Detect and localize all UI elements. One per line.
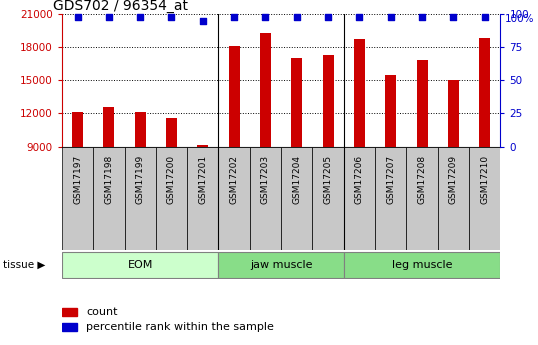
- Point: [167, 14, 176, 20]
- Point: [324, 14, 332, 20]
- Bar: [344, 252, 500, 278]
- Text: GDS702 / 96354_at: GDS702 / 96354_at: [53, 0, 188, 13]
- Bar: [124, 147, 156, 250]
- Text: leg muscle: leg muscle: [392, 260, 452, 270]
- Text: GSM17210: GSM17210: [480, 155, 489, 204]
- Bar: [448, 80, 459, 147]
- Bar: [416, 60, 428, 147]
- Point: [480, 14, 489, 20]
- Bar: [385, 75, 396, 147]
- Point: [449, 14, 458, 20]
- Text: EOM: EOM: [128, 260, 153, 270]
- Bar: [62, 252, 218, 278]
- Bar: [375, 147, 406, 250]
- Point: [355, 14, 364, 20]
- Bar: [354, 39, 365, 147]
- Bar: [134, 112, 146, 147]
- Bar: [62, 308, 77, 316]
- Text: GSM17203: GSM17203: [261, 155, 270, 204]
- Bar: [469, 147, 500, 250]
- Bar: [166, 118, 177, 147]
- Bar: [197, 145, 208, 147]
- Point: [417, 14, 426, 20]
- Bar: [218, 147, 250, 250]
- Text: GSM17200: GSM17200: [167, 155, 176, 204]
- Bar: [62, 147, 93, 250]
- Text: GSM17204: GSM17204: [292, 155, 301, 204]
- Point: [261, 14, 270, 20]
- Bar: [218, 252, 344, 278]
- Bar: [229, 46, 239, 147]
- Bar: [72, 112, 83, 147]
- Text: jaw muscle: jaw muscle: [250, 260, 313, 270]
- Bar: [281, 147, 313, 250]
- Bar: [260, 33, 271, 147]
- Text: tissue ▶: tissue ▶: [3, 260, 45, 270]
- Point: [104, 14, 113, 20]
- Bar: [313, 147, 344, 250]
- Bar: [323, 55, 334, 147]
- Point: [136, 14, 145, 20]
- Text: GSM17198: GSM17198: [104, 155, 114, 204]
- Text: 100%: 100%: [505, 14, 534, 24]
- Text: GSM17199: GSM17199: [136, 155, 145, 204]
- Bar: [156, 147, 187, 250]
- Bar: [250, 147, 281, 250]
- Bar: [406, 147, 438, 250]
- Bar: [187, 147, 218, 250]
- Text: GSM17208: GSM17208: [417, 155, 427, 204]
- Bar: [438, 147, 469, 250]
- Point: [230, 14, 238, 20]
- Text: GSM17206: GSM17206: [355, 155, 364, 204]
- Point: [199, 18, 207, 24]
- Text: percentile rank within the sample: percentile rank within the sample: [86, 322, 274, 332]
- Text: count: count: [86, 307, 117, 317]
- Point: [386, 14, 395, 20]
- Text: GSM17201: GSM17201: [199, 155, 207, 204]
- Text: GSM17209: GSM17209: [449, 155, 458, 204]
- Point: [293, 14, 301, 20]
- Text: GSM17205: GSM17205: [323, 155, 332, 204]
- Point: [73, 14, 82, 20]
- Bar: [291, 58, 302, 147]
- Bar: [62, 323, 77, 332]
- Bar: [479, 38, 490, 147]
- Text: GSM17202: GSM17202: [230, 155, 239, 204]
- Text: GSM17197: GSM17197: [73, 155, 82, 204]
- Text: GSM17207: GSM17207: [386, 155, 395, 204]
- Bar: [103, 107, 115, 147]
- Bar: [93, 147, 124, 250]
- Bar: [344, 147, 375, 250]
